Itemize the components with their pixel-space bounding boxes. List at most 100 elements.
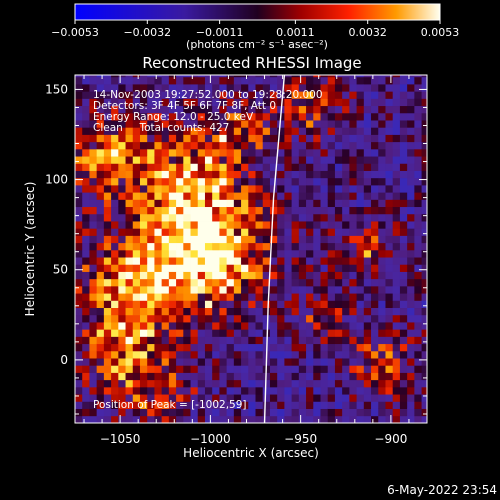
- heatmap-cell: [277, 98, 285, 107]
- heatmap-cell: [96, 379, 105, 388]
- heatmap-cell: [291, 105, 300, 114]
- heatmap-cell: [154, 213, 163, 222]
- heatmap-cell: [212, 293, 220, 301]
- heatmap-cell: [298, 300, 307, 309]
- heatmap-cell: [269, 278, 278, 287]
- heatmap-cell: [399, 379, 408, 388]
- heatmap-cell: [75, 112, 83, 121]
- heatmap-cell: [363, 408, 372, 417]
- heatmap-cell: [204, 322, 213, 330]
- heatmap-cell: [183, 120, 191, 128]
- heatmap-cell: [75, 84, 83, 92]
- heatmap-cell: [132, 75, 141, 78]
- heatmap-cell: [313, 322, 321, 330]
- heatmap-cell: [363, 199, 372, 208]
- heatmap-cell: [414, 84, 422, 92]
- heatmap-cell: [363, 300, 372, 309]
- heatmap-cell: [334, 285, 343, 294]
- heatmap-cell: [161, 336, 170, 345]
- heatmap-cell: [154, 257, 163, 265]
- heatmap-cell: [248, 329, 256, 337]
- heatmap-cell: [342, 372, 350, 381]
- heatmap-cell: [407, 394, 415, 402]
- heatmap-cell: [139, 127, 148, 135]
- heatmap-cell: [103, 394, 112, 402]
- heatmap-cell: [255, 235, 264, 244]
- heatmap-cell: [147, 76, 155, 85]
- heatmap-cell: [262, 199, 271, 208]
- heatmap-cell: [111, 300, 119, 309]
- heatmap-cell: [378, 372, 386, 381]
- heatmap-cell: [190, 98, 199, 107]
- heatmap-cell: [255, 98, 264, 107]
- heatmap-cell: [183, 379, 191, 388]
- heatmap-cell: [421, 184, 427, 193]
- footer-timestamp: 6-May-2022 23:54: [387, 483, 497, 497]
- heatmap-cell: [277, 415, 285, 423]
- heatmap-cell: [399, 170, 408, 179]
- heatmap-cell: [103, 170, 112, 179]
- heatmap-cell: [327, 134, 336, 143]
- heatmap-cell: [407, 221, 415, 229]
- heatmap-cell: [226, 141, 235, 150]
- heatmap-cell: [269, 307, 278, 316]
- heatmap-cell: [371, 120, 379, 128]
- heatmap-cell: [96, 257, 105, 265]
- heatmap-cell: [298, 98, 307, 107]
- heatmap-cell: [139, 221, 148, 229]
- heatmap-cell: [226, 401, 235, 409]
- heatmap-cell: [291, 343, 300, 352]
- heatmap-cell: [262, 206, 271, 215]
- heatmap-cell: [284, 350, 293, 359]
- heatmap-cell: [342, 278, 350, 287]
- heatmap-cell: [378, 199, 386, 208]
- heatmap-cell: [306, 206, 314, 215]
- heatmap-cell: [176, 415, 184, 423]
- heatmap-cell: [103, 343, 112, 352]
- heatmap-cell: [421, 127, 427, 135]
- heatmap-cell: [356, 329, 365, 337]
- heatmap-cell: [111, 141, 119, 150]
- heatmap-cell: [356, 394, 365, 402]
- heatmap-cell: [255, 91, 264, 99]
- heatmap-cell: [241, 91, 249, 99]
- heatmap-cell: [342, 228, 350, 236]
- heatmap-cell: [421, 307, 427, 316]
- heatmap-cell: [313, 76, 321, 85]
- heatmap-cell: [132, 91, 141, 99]
- heatmap-cell: [103, 322, 112, 330]
- heatmap-cell: [327, 91, 336, 99]
- heatmap-cell: [82, 235, 90, 244]
- heatmap-cell: [327, 365, 336, 373]
- heatmap-cell: [269, 415, 278, 423]
- heatmap-cell: [168, 127, 177, 135]
- heatmap-cell: [255, 105, 264, 114]
- heatmap-cell: [392, 98, 401, 107]
- heatmap-cell: [147, 91, 155, 99]
- heatmap-cell: [277, 156, 285, 164]
- heatmap-cell: [233, 264, 242, 272]
- heatmap-cell: [233, 336, 242, 345]
- heatmap-cell: [132, 206, 141, 215]
- heatmap-cell: [277, 120, 285, 128]
- heatmap-cell: [226, 170, 235, 179]
- heatmap-cell: [147, 278, 155, 287]
- heatmap-cell: [421, 293, 427, 301]
- heatmap-cell: [306, 415, 314, 423]
- heatmap-cell: [96, 408, 105, 417]
- heatmap-cell: [96, 300, 105, 309]
- heatmap-cell: [125, 386, 134, 395]
- heatmap-cell: [241, 163, 249, 171]
- heatmap-cell: [363, 278, 372, 287]
- heatmap-cell: [313, 372, 321, 381]
- heatmap-cell: [327, 127, 336, 135]
- heatmap-cell: [421, 322, 427, 330]
- heatmap-cell: [378, 76, 386, 85]
- heatmap-cell: [399, 98, 408, 107]
- heatmap-cell: [96, 307, 105, 316]
- heatmap-cell: [197, 415, 206, 423]
- heatmap-cell: [176, 379, 184, 388]
- heatmap-cell: [298, 285, 307, 294]
- heatmap-cell: [139, 84, 148, 92]
- heatmap-cell: [212, 156, 220, 164]
